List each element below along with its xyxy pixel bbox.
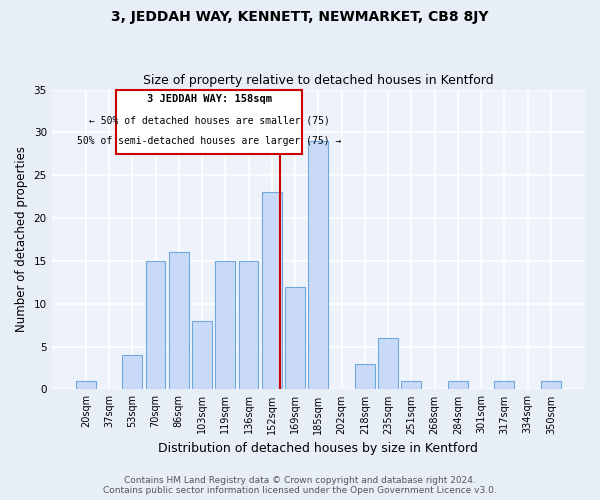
Bar: [169, 252, 188, 390]
Bar: [401, 381, 421, 390]
Y-axis label: Number of detached properties: Number of detached properties: [15, 146, 28, 332]
Bar: [494, 381, 514, 390]
Bar: [122, 355, 142, 390]
Bar: [355, 364, 375, 390]
Bar: [76, 381, 95, 390]
Text: 50% of semi-detached houses are larger (75) →: 50% of semi-detached houses are larger (…: [77, 136, 341, 146]
FancyBboxPatch shape: [116, 90, 302, 154]
Bar: [378, 338, 398, 390]
Bar: [239, 261, 259, 390]
Text: ← 50% of detached houses are smaller (75): ← 50% of detached houses are smaller (75…: [89, 116, 329, 126]
Bar: [215, 261, 235, 390]
X-axis label: Distribution of detached houses by size in Kentford: Distribution of detached houses by size …: [158, 442, 478, 455]
Bar: [541, 381, 561, 390]
Title: Size of property relative to detached houses in Kentford: Size of property relative to detached ho…: [143, 74, 494, 87]
Text: Contains HM Land Registry data © Crown copyright and database right 2024.
Contai: Contains HM Land Registry data © Crown c…: [103, 476, 497, 495]
Text: 3 JEDDAH WAY: 158sqm: 3 JEDDAH WAY: 158sqm: [146, 94, 272, 104]
Bar: [146, 261, 166, 390]
Bar: [448, 381, 468, 390]
Bar: [192, 321, 212, 390]
Bar: [285, 286, 305, 390]
Text: 3, JEDDAH WAY, KENNETT, NEWMARKET, CB8 8JY: 3, JEDDAH WAY, KENNETT, NEWMARKET, CB8 8…: [111, 10, 489, 24]
Bar: [262, 192, 282, 390]
Bar: [308, 141, 328, 390]
